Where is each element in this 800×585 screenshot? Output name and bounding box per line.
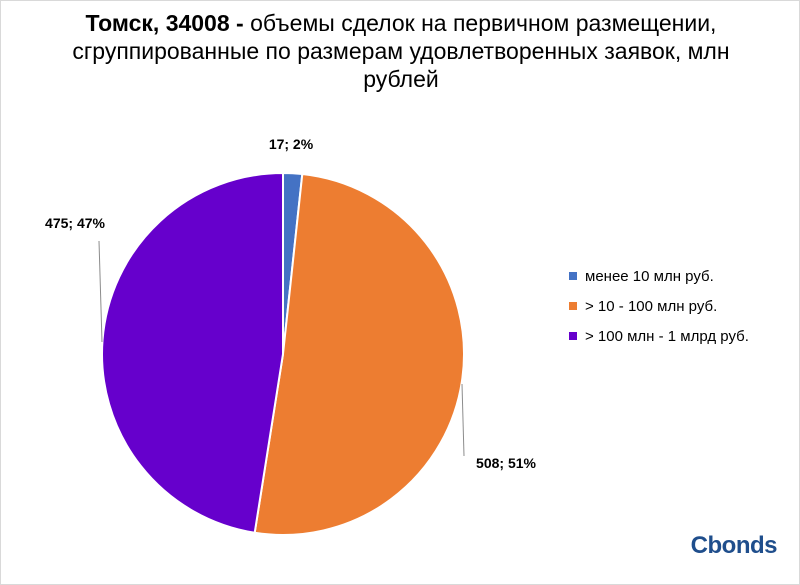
chart-title-rest: объемы сделок на первичном размещении, с… bbox=[72, 10, 730, 92]
data-label: 17; 2% bbox=[269, 136, 314, 152]
data-labels: 17; 2% 508; 51% 475; 47% bbox=[45, 136, 536, 471]
legend-swatch bbox=[569, 302, 577, 310]
data-label: 475; 47% bbox=[45, 215, 105, 231]
legend-item: > 10 - 100 млн руб. bbox=[569, 295, 749, 317]
legend-label: > 100 млн - 1 млрд руб. bbox=[585, 327, 749, 345]
legend-item: > 100 млн - 1 млрд руб. bbox=[569, 325, 749, 347]
data-label: 508; 51% bbox=[476, 455, 536, 471]
leader-lines bbox=[98, 240, 465, 457]
pie-slice bbox=[101, 171, 284, 534]
legend-label: > 10 - 100 млн руб. bbox=[585, 297, 718, 315]
chart-title: Томск, 34008 - объемы сделок на первично… bbox=[61, 9, 741, 93]
pie-slice bbox=[253, 172, 465, 536]
pie-slices bbox=[101, 171, 465, 536]
chart-legend: менее 10 млн руб. > 10 - 100 млн руб. > … bbox=[569, 265, 749, 355]
leader-line bbox=[98, 240, 103, 343]
legend-item: менее 10 млн руб. bbox=[569, 265, 749, 287]
legend-swatch bbox=[569, 272, 577, 280]
legend-label: менее 10 млн руб. bbox=[585, 267, 714, 285]
chart-title-bold: Томск, 34008 - bbox=[85, 10, 244, 36]
cbonds-logo: Cbonds bbox=[690, 532, 778, 559]
legend-swatch bbox=[569, 332, 577, 340]
leader-line bbox=[461, 383, 465, 457]
